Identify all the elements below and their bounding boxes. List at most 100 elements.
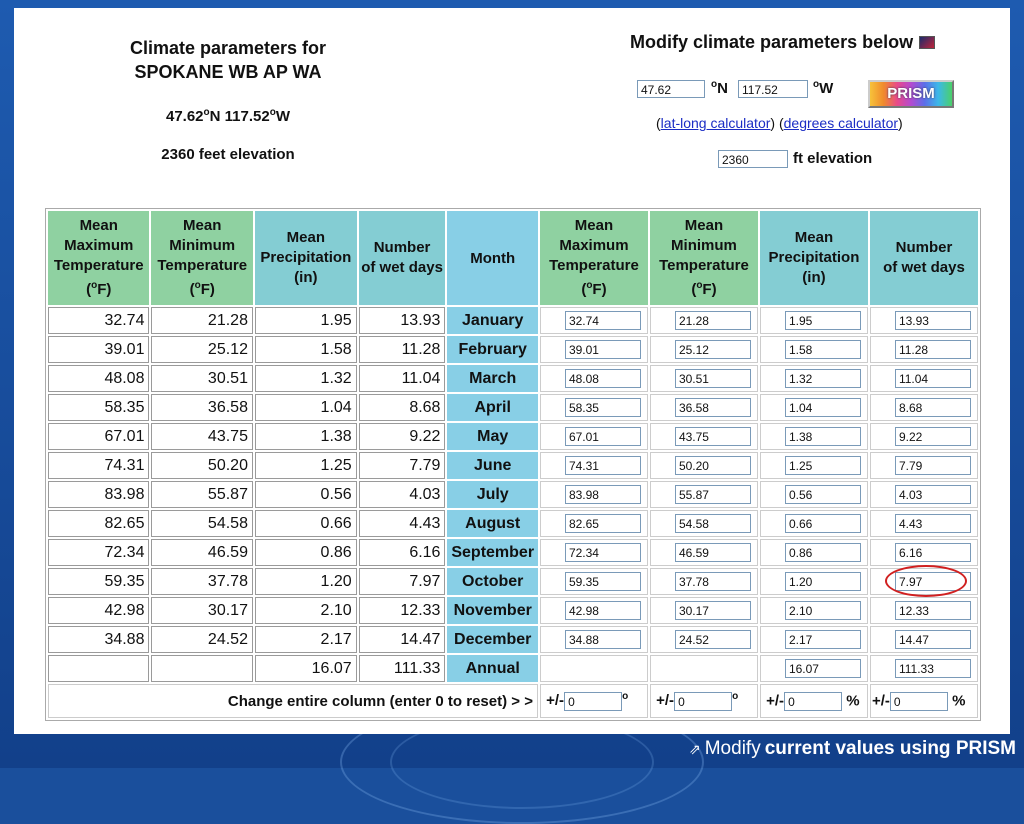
station-title-line1: Climate parameters for xyxy=(129,38,327,58)
row-wet-days: 11.28 xyxy=(358,336,446,363)
row-max-temp-input[interactable]: 82.65 xyxy=(564,514,641,533)
row-min-temp-input[interactable]: 50.20 xyxy=(674,456,751,475)
row-precip-input[interactable]: 1.58 xyxy=(784,340,861,359)
row-min-temp-input[interactable]: 24.52 xyxy=(674,630,751,649)
row-min-temp: 50.20 xyxy=(151,452,253,479)
row-precip: 0.66 xyxy=(254,510,357,537)
row-max-temp-input[interactable]: 42.98 xyxy=(564,601,641,620)
row-mod-wet-days-cell: 7.79 xyxy=(869,452,978,479)
row-min-temp-input[interactable]: 43.75 xyxy=(674,427,751,446)
row-max-temp: 83.98 xyxy=(48,481,150,508)
row-precip-input[interactable]: 1.25 xyxy=(784,456,861,475)
latitude-input[interactable]: 47.62 xyxy=(637,80,705,98)
row-max-temp-input[interactable]: 67.01 xyxy=(564,427,641,446)
change-precip-input[interactable]: 0 xyxy=(784,691,843,711)
row-wet-days-input[interactable]: 8.68 xyxy=(894,398,971,417)
row-max-temp-input[interactable]: 58.35 xyxy=(564,398,641,417)
table-row: 34.88 24.52 2.17 14.47 December 34.88 24.52 2.1… xyxy=(48,626,978,653)
change-wet-input[interactable]: 0 xyxy=(889,691,948,711)
row-precip-input[interactable]: 1.20 xyxy=(784,572,861,591)
row-mod-min-temp-cell: 54.58 xyxy=(649,510,758,537)
row-wet-days-input[interactable]: 4.03 xyxy=(894,485,971,504)
row-precip-input[interactable]: 1.04 xyxy=(784,398,861,417)
row-wet-days-input[interactable]: 14.47 xyxy=(894,630,971,649)
row-precip-input[interactable]: 0.86 xyxy=(784,543,861,562)
row-wet-days: 12.33 xyxy=(358,597,446,624)
latitude-unit-letter: N xyxy=(717,80,728,97)
row-min-temp-input[interactable]: 30.17 xyxy=(674,601,751,620)
row-max-temp-input[interactable]: 48.08 xyxy=(564,369,641,388)
prism-button[interactable]: PRISM xyxy=(868,80,954,108)
row-precip-input[interactable]: 0.56 xyxy=(784,485,861,504)
row-mod-max-temp-cell: 72.34 xyxy=(539,539,648,566)
table-row: 59.35 37.78 1.20 7.97 October 59.35 37.78 1.20 7… xyxy=(48,565,978,597)
row-precip-input[interactable]: 2.17 xyxy=(784,630,861,649)
row-max-temp-input[interactable]: 39.01 xyxy=(564,340,641,359)
row-mod-precip-cell: 0.66 xyxy=(759,510,868,537)
row-min-temp-input[interactable]: 21.28 xyxy=(674,311,751,330)
row-mod-wet-days-cell: 7.97 xyxy=(869,565,978,597)
row-wet-days-input[interactable]: 13.93 xyxy=(894,311,971,330)
row-max-temp-input[interactable]: 32.74 xyxy=(564,311,641,330)
annual-mod-max-empty xyxy=(539,655,648,682)
annual-wet-input[interactable]: 111.33 xyxy=(894,659,971,678)
row-min-temp-input[interactable]: 54.58 xyxy=(674,514,751,533)
row-min-temp: 36.58 xyxy=(151,394,253,421)
row-mod-min-temp-cell: 25.12 xyxy=(649,336,758,363)
table-row: 58.35 36.58 1.04 8.68 April 58.35 36.58 1.04 8.6… xyxy=(48,394,978,421)
row-precip-input[interactable]: 2.10 xyxy=(784,601,861,620)
row-min-temp: 55.87 xyxy=(151,481,253,508)
latitude-unit: oN xyxy=(711,79,728,97)
change-min-input[interactable]: 0 xyxy=(674,691,733,711)
station-lon: 117.52 xyxy=(224,108,270,125)
elevation-input[interactable]: 2360 xyxy=(718,150,788,168)
row-wet-days: 13.93 xyxy=(358,307,446,334)
row-wet-days-input[interactable]: 7.79 xyxy=(894,456,971,475)
row-max-temp-input[interactable]: 74.31 xyxy=(564,456,641,475)
row-wet-days-input[interactable]: 11.28 xyxy=(894,340,971,359)
row-wet-days-input[interactable]: 11.04 xyxy=(894,369,971,388)
row-precip-input[interactable]: 1.38 xyxy=(784,427,861,446)
link-arrow-icon: ⇗ xyxy=(689,740,701,757)
row-min-temp-input[interactable]: 25.12 xyxy=(674,340,751,359)
row-mod-wet-days-cell: 13.93 xyxy=(869,307,978,334)
annual-precip-input[interactable]: 16.07 xyxy=(784,659,861,678)
row-wet-days-input[interactable]: 6.16 xyxy=(894,543,971,562)
header-mod-precip: Mean Precipitation (in) xyxy=(759,211,868,305)
row-max-temp-input[interactable]: 34.88 xyxy=(564,630,641,649)
longitude-input[interactable]: 117.52 xyxy=(738,80,808,98)
row-precip-input[interactable]: 1.95 xyxy=(784,311,861,330)
row-min-temp-input[interactable]: 36.58 xyxy=(674,398,751,417)
row-wet-days: 14.47 xyxy=(358,626,446,653)
row-max-temp: 59.35 xyxy=(48,568,150,595)
row-mod-max-temp-cell: 42.98 xyxy=(539,597,648,624)
row-wet-days-input[interactable]: 4.43 xyxy=(894,514,971,533)
row-mod-max-temp-cell: 39.01 xyxy=(539,336,648,363)
row-wet-days-input[interactable]: 9.22 xyxy=(894,427,971,446)
table-row: 32.74 21.28 1.95 13.93 January 32.74 21.28 1.95… xyxy=(48,307,978,334)
annual-precip: 16.07 xyxy=(254,655,357,682)
row-mod-precip-cell: 1.25 xyxy=(759,452,868,479)
annual-mod-precip-cell: 16.07 xyxy=(759,655,868,682)
row-mod-precip-cell: 2.10 xyxy=(759,597,868,624)
row-precip-input[interactable]: 0.66 xyxy=(784,514,861,533)
row-wet-days-input[interactable]: 12.33 xyxy=(894,601,971,620)
lat-long-calculator-link[interactable]: lat-long calculator xyxy=(660,115,771,131)
table-row: 74.31 50.20 1.25 7.79 June 74.31 50.20 1.25 7.79 xyxy=(48,452,978,479)
row-max-temp-input[interactable]: 83.98 xyxy=(564,485,641,504)
header-wet-days: Number of wet days xyxy=(358,211,446,305)
station-elevation: 2360 feet elevation xyxy=(161,146,295,163)
row-mod-wet-days-cell: 8.68 xyxy=(869,394,978,421)
header-min-temp: Mean Minimum Temperature (oF) xyxy=(151,211,253,305)
row-precip: 1.32 xyxy=(254,365,357,392)
row-min-temp-input[interactable]: 30.51 xyxy=(674,369,751,388)
row-precip-input[interactable]: 1.32 xyxy=(784,369,861,388)
row-min-temp-input[interactable]: 37.78 xyxy=(674,572,751,591)
row-max-temp-input[interactable]: 59.35 xyxy=(564,572,641,591)
row-mod-wet-days-cell: 14.47 xyxy=(869,626,978,653)
row-max-temp-input[interactable]: 72.34 xyxy=(564,543,641,562)
row-min-temp-input[interactable]: 46.59 xyxy=(674,543,751,562)
change-max-input[interactable]: 0 xyxy=(564,691,623,711)
row-min-temp-input[interactable]: 55.87 xyxy=(674,485,751,504)
degrees-calculator-link[interactable]: degrees calculator xyxy=(783,115,899,131)
